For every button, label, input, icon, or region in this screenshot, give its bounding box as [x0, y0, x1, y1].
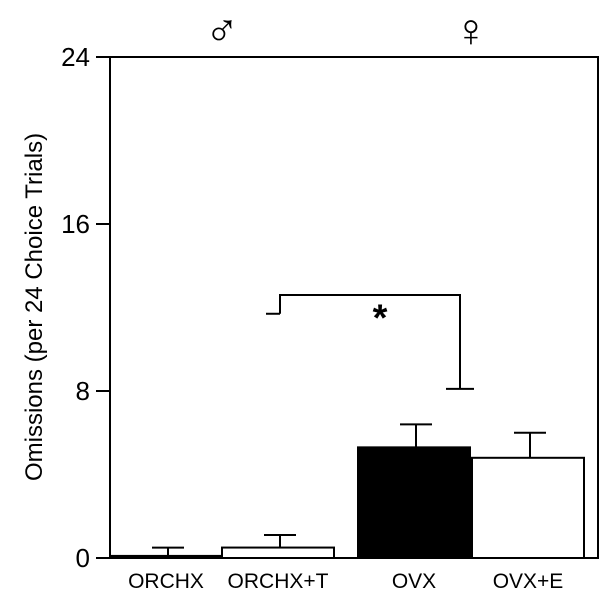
- bar-ORCHX+T: [221, 546, 335, 559]
- y-axis-title: Omissions (per 24 Choice Trials): [21, 133, 48, 481]
- bars: [109, 423, 585, 559]
- x-label-ORCHX: ORCHX: [128, 570, 204, 593]
- plot-frame: [109, 56, 599, 559]
- bar-OVX: [357, 446, 471, 559]
- y-tick-label-24: 24: [61, 42, 90, 72]
- x-label-OVX: OVX: [392, 570, 436, 593]
- bar-OVX+E: [471, 456, 585, 559]
- bar-ORCHX: [109, 554, 223, 559]
- significance-annotation: *: [266, 293, 474, 390]
- group-symbols: ♂ ♀: [205, 4, 489, 56]
- y-tick-label-16: 16: [61, 209, 90, 239]
- x-axis-labels: ORCHX ORCHX+T OVX OVX+E: [128, 570, 563, 593]
- significance-star: *: [373, 297, 388, 339]
- y-tick-label-0: 0: [76, 543, 90, 573]
- x-label-ORCHX+T: ORCHX+T: [228, 570, 329, 593]
- male-symbol: ♂: [205, 4, 240, 56]
- x-label-OVX+E: OVX+E: [493, 570, 564, 593]
- y-tick-label-8: 8: [76, 376, 90, 406]
- female-symbol: ♀: [454, 4, 489, 56]
- y-axis: 0 8 16 24: [61, 42, 110, 573]
- significance-bracket: [279, 293, 461, 389]
